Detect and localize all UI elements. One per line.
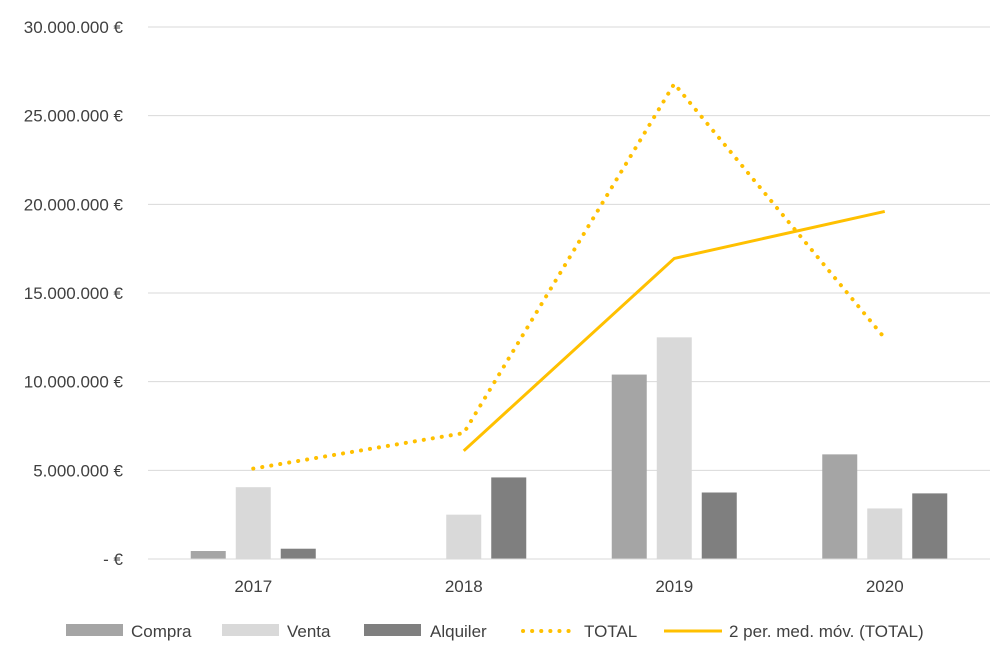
y-tick-label: 25.000.000 €: [24, 107, 124, 126]
x-tick-label: 2017: [234, 577, 272, 596]
bars: [190, 337, 948, 559]
bar-compra-2019: [611, 374, 647, 559]
y-tick-label: 15.000.000 €: [24, 284, 124, 303]
legend-swatch: [222, 624, 279, 636]
y-tick-label: 20.000.000 €: [24, 195, 124, 214]
lines: [251, 81, 887, 471]
x-axis: 2017 2018 2019 2020: [148, 558, 990, 596]
gridlines: [148, 26, 990, 471]
legend-label: Alquiler: [430, 622, 487, 641]
y-axis: - € 5.000.000 € 10.000.000 € 15.000.000 € 20…: [24, 18, 124, 569]
bar-venta-2020: [867, 508, 903, 559]
bar-alquiler-2017: [280, 548, 316, 559]
y-tick-label: 5.000.000 €: [33, 461, 123, 480]
legend-label: 2 per. med. móv. (TOTAL): [729, 622, 924, 641]
legend-swatch: [364, 624, 421, 636]
x-tick-label: 2019: [655, 577, 693, 596]
legend-label: TOTAL: [584, 622, 637, 641]
bar-compra-2017: [190, 551, 226, 559]
bar-venta-2017: [235, 487, 271, 559]
legend-swatch: [66, 624, 123, 636]
y-tick-label: 30.000.000 €: [24, 18, 124, 37]
legend-label: Compra: [131, 622, 192, 641]
y-tick-label: 10.000.000 €: [24, 373, 124, 392]
y-tick-label: - €: [103, 550, 123, 569]
legend-label: Venta: [287, 622, 331, 641]
bar-venta-2019: [656, 337, 692, 559]
line-moving-average: [462, 209, 886, 452]
bar-compra-2020: [822, 454, 858, 559]
line-total: [251, 81, 887, 471]
bar-alquiler-2020: [912, 493, 948, 559]
legend: Compra Venta Alquiler TOTAL 2 per. med. móv.…: [66, 622, 924, 641]
x-tick-label: 2018: [445, 577, 483, 596]
x-tick-label: 2020: [866, 577, 904, 596]
bar-alquiler-2019: [701, 492, 737, 559]
bar-alquiler-2018: [491, 477, 527, 559]
bar-venta-2018: [446, 514, 482, 559]
